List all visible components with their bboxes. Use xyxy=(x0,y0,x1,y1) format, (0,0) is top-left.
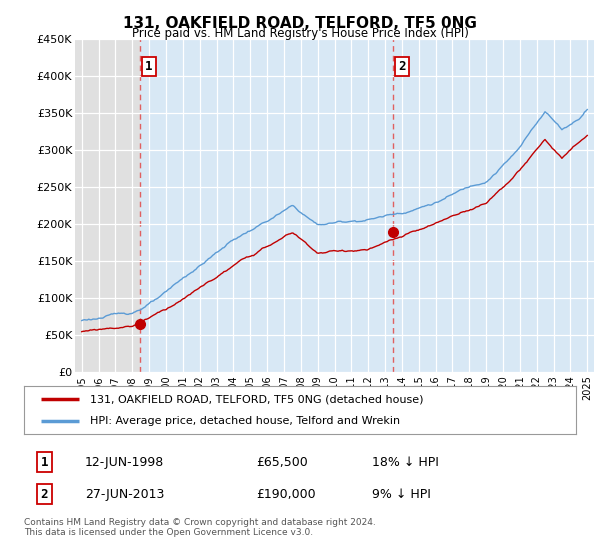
Bar xyxy=(75,39,140,372)
Text: 1: 1 xyxy=(145,60,152,73)
Text: £65,500: £65,500 xyxy=(256,456,308,469)
Text: £190,000: £190,000 xyxy=(256,488,316,501)
Text: 131, OAKFIELD ROAD, TELFORD, TF5 0NG: 131, OAKFIELD ROAD, TELFORD, TF5 0NG xyxy=(123,16,477,31)
Text: 12-JUN-1998: 12-JUN-1998 xyxy=(85,456,164,469)
Text: Price paid vs. HM Land Registry's House Price Index (HPI): Price paid vs. HM Land Registry's House … xyxy=(131,27,469,40)
Text: 27-JUN-2013: 27-JUN-2013 xyxy=(85,488,164,501)
Bar xyxy=(394,39,594,372)
Text: 1: 1 xyxy=(41,456,48,469)
Text: 18% ↓ HPI: 18% ↓ HPI xyxy=(372,456,439,469)
Text: Contains HM Land Registry data © Crown copyright and database right 2024.
This d: Contains HM Land Registry data © Crown c… xyxy=(24,518,376,538)
Text: HPI: Average price, detached house, Telford and Wrekin: HPI: Average price, detached house, Telf… xyxy=(90,416,400,426)
Text: 9% ↓ HPI: 9% ↓ HPI xyxy=(372,488,431,501)
Text: 2: 2 xyxy=(398,60,406,73)
Text: 131, OAKFIELD ROAD, TELFORD, TF5 0NG (detached house): 131, OAKFIELD ROAD, TELFORD, TF5 0NG (de… xyxy=(90,394,424,404)
Text: 2: 2 xyxy=(41,488,48,501)
Bar xyxy=(140,39,394,372)
